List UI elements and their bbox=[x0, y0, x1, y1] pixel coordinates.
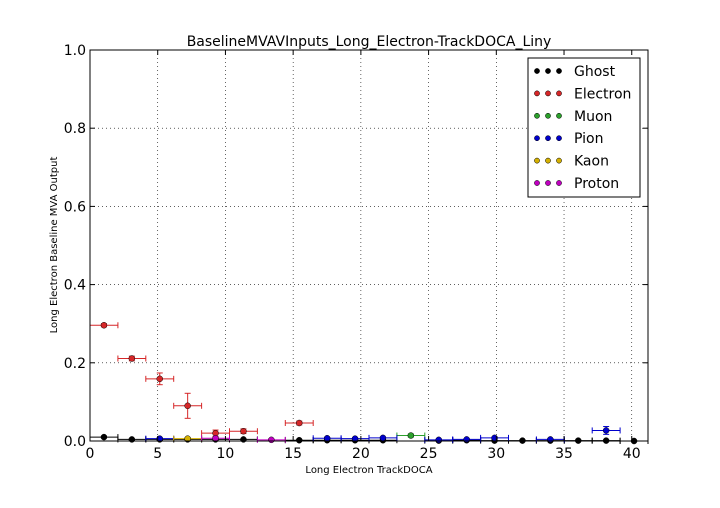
legend-marker bbox=[534, 135, 540, 142]
legend-marker bbox=[556, 135, 562, 142]
data-point-pion bbox=[463, 436, 470, 443]
y-tick-label: 0.2 bbox=[64, 356, 86, 372]
data-point-electron bbox=[240, 427, 247, 435]
series-electron bbox=[89, 322, 314, 437]
data-point-electron bbox=[100, 322, 108, 329]
x-tick-label: 25 bbox=[420, 446, 438, 462]
y-axis-label: Long Electron Baseline MVA Output bbox=[49, 157, 60, 334]
legend-label: Kaon bbox=[574, 154, 609, 170]
legend-marker bbox=[556, 90, 562, 97]
legend-marker bbox=[545, 90, 551, 97]
chart-title: BaselineMVAVInputs_Long_Electron-TrackDO… bbox=[187, 34, 552, 50]
data-point-pion bbox=[156, 435, 163, 442]
legend-label: Ghost bbox=[574, 64, 616, 80]
data-point-pion bbox=[602, 427, 610, 434]
x-tick-label: 5 bbox=[153, 446, 162, 462]
x-tick-label: 10 bbox=[217, 446, 235, 462]
tick-layer: 0 5 10 15 20 25 30 35 40 0.0 0.2 0.4 0.6 0.8 1.0 bbox=[64, 43, 648, 462]
x-tick-label: 15 bbox=[284, 446, 302, 462]
data-point-muon bbox=[407, 432, 415, 439]
legend-entry-electron: Electron bbox=[534, 86, 631, 102]
legend-marker bbox=[556, 68, 562, 74]
legend-entry-proton: Proton bbox=[534, 176, 619, 192]
data-point-pion bbox=[351, 435, 359, 442]
y-tick-label: 0.4 bbox=[64, 278, 86, 294]
legend-marker bbox=[545, 157, 551, 164]
legend-marker bbox=[534, 180, 540, 186]
data-point-pion bbox=[547, 436, 554, 443]
x-tick-label: 0 bbox=[86, 446, 95, 462]
legend-marker bbox=[534, 68, 540, 74]
legend-marker bbox=[545, 135, 551, 142]
data-point-pion bbox=[379, 434, 387, 442]
data-point-ghost bbox=[240, 436, 247, 443]
legend-entry-muon: Muon bbox=[534, 109, 612, 125]
y-tick-label: 0.8 bbox=[64, 121, 86, 137]
data-point-pion bbox=[435, 436, 442, 444]
legend-marker bbox=[545, 112, 551, 119]
legend: Ghost Electron Muon Pion Kaon Proton bbox=[527, 57, 641, 198]
legend-label: Pion bbox=[574, 131, 603, 147]
data-point-electron bbox=[184, 402, 191, 410]
data-point-electron bbox=[296, 419, 303, 427]
y-tick-label: 1.0 bbox=[64, 43, 86, 59]
legend-entry-kaon: Kaon bbox=[534, 154, 609, 170]
legend-marker bbox=[545, 180, 551, 186]
legend-marker bbox=[545, 68, 551, 74]
x-tick-label: 40 bbox=[623, 446, 641, 462]
legend-box bbox=[527, 57, 641, 198]
legend-entry-ghost: Ghost bbox=[534, 64, 616, 80]
x-axis-label: Long Electron TrackDOCA bbox=[305, 465, 432, 476]
data-point-pion bbox=[323, 435, 331, 442]
data-point-proton bbox=[268, 436, 275, 444]
x-tick-label: 30 bbox=[487, 446, 505, 462]
data-point-ghost bbox=[296, 436, 303, 444]
y-tick-label: 0.6 bbox=[64, 199, 86, 215]
legend-marker bbox=[534, 157, 540, 164]
legend-marker bbox=[534, 90, 540, 97]
x-tick-label: 20 bbox=[352, 446, 370, 462]
data-point-electron bbox=[156, 375, 163, 383]
data-point-proton bbox=[212, 435, 219, 442]
legend-marker bbox=[556, 112, 562, 119]
plot-frame bbox=[89, 49, 649, 442]
x-tick-label: 35 bbox=[555, 446, 573, 462]
legend-marker bbox=[556, 157, 562, 164]
data-point-ghost bbox=[128, 436, 136, 443]
data-point-ghost bbox=[100, 433, 108, 441]
legend-marker bbox=[556, 180, 562, 186]
y-tick-label: 0.0 bbox=[64, 434, 86, 450]
legend-label: Electron bbox=[574, 86, 631, 102]
data-point-electron bbox=[128, 355, 136, 362]
legend-marker bbox=[534, 112, 540, 119]
legend-entry-pion: Pion bbox=[534, 131, 603, 147]
legend-label: Muon bbox=[574, 109, 612, 125]
legend-label: Proton bbox=[574, 176, 619, 192]
data-point-kaon bbox=[184, 435, 191, 442]
